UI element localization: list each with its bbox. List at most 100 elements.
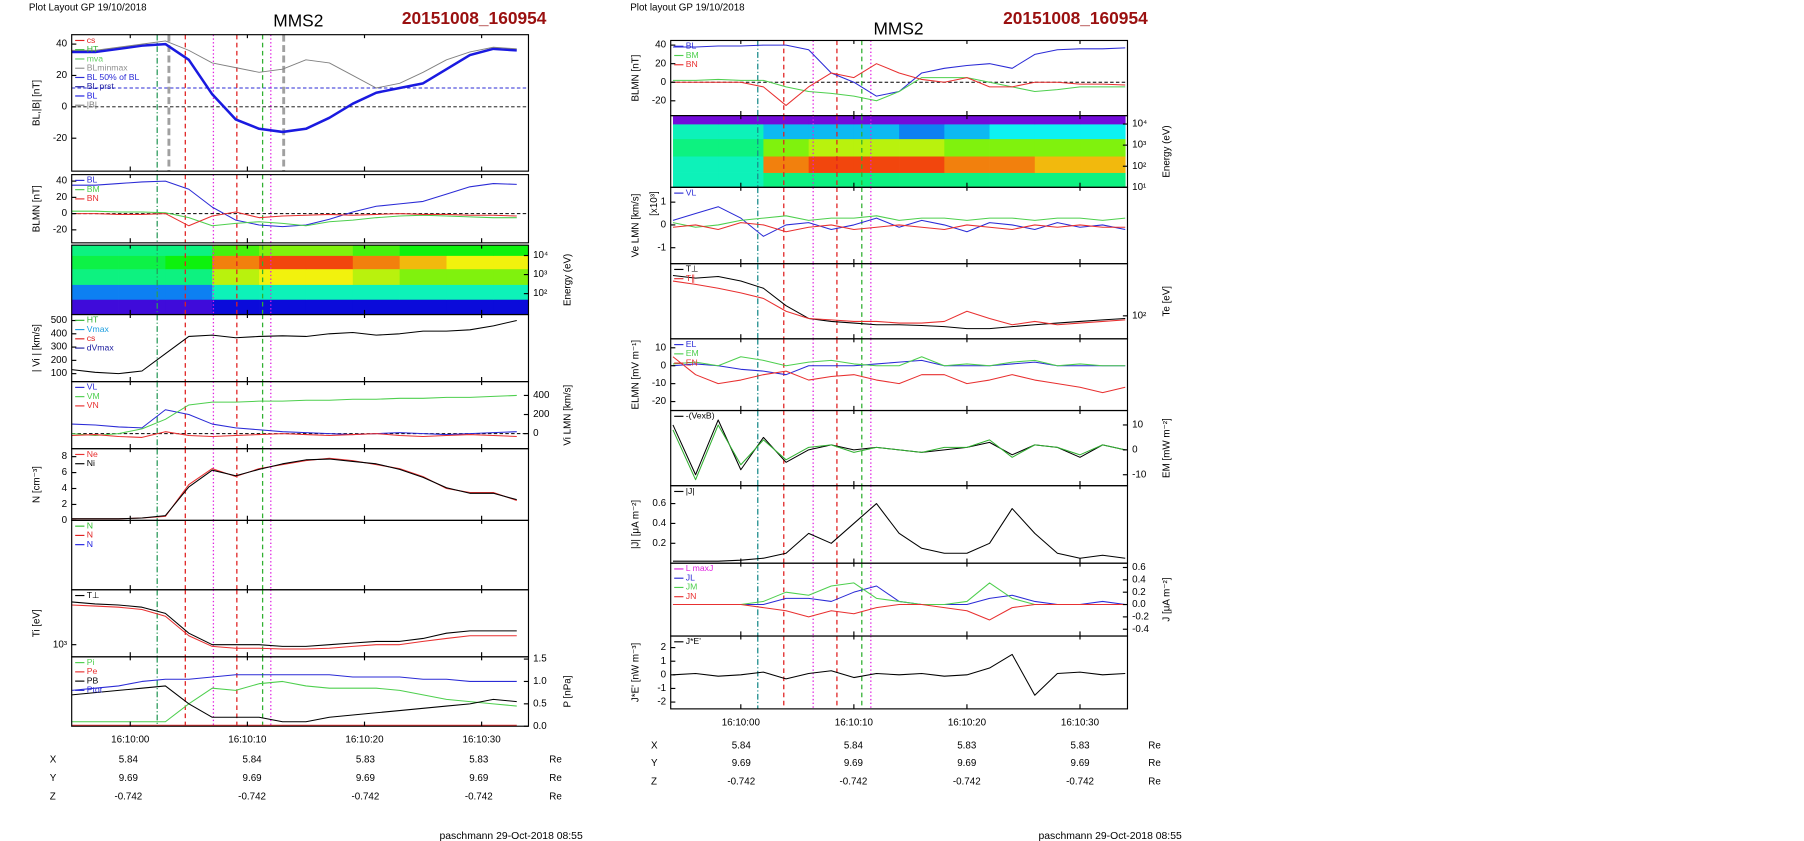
spectrogram-cell (718, 138, 764, 157)
series-line (672, 582, 1126, 606)
series-line (71, 604, 517, 650)
y-axis-label: J*E' [nW m⁻³] (631, 642, 642, 702)
spectrogram-cell (71, 268, 119, 285)
spectrogram-cell (944, 124, 990, 140)
y-tick-label: 10⁴ (533, 250, 548, 261)
layout-header: Plot Layout GP 19/10/2018 (29, 3, 147, 14)
panel-plot (672, 410, 1126, 486)
spectrogram-cell (899, 115, 945, 125)
spectrogram-cell (305, 299, 354, 315)
x-tick-label: 16:10:30 (463, 735, 502, 746)
y-tick-label: 400 (51, 328, 68, 339)
spectrogram-cell (763, 172, 809, 188)
spectrogram-cell (718, 172, 764, 188)
position-value: -0.742 (727, 776, 755, 787)
spectrogram-cell (352, 255, 400, 270)
spectrogram-cell (352, 284, 400, 300)
spectrogram-cell (763, 115, 809, 125)
plot-title: MMS2 (873, 19, 923, 39)
spectrogram-cell (212, 284, 260, 300)
series-line (672, 274, 1126, 330)
series-line (71, 674, 517, 691)
spectrogram-cell (944, 138, 990, 157)
position-unit: Re (1148, 776, 1161, 787)
position-value: 5.84 (844, 740, 864, 751)
spectrogram-cell (259, 284, 307, 300)
y-tick-label: -20 (53, 133, 68, 144)
spectrogram-cell (808, 138, 855, 157)
y-axis-label: BLMN [nT] (32, 185, 43, 232)
position-value: 9.69 (243, 773, 262, 784)
panel-plot (672, 485, 1126, 564)
panel-frame (71, 448, 530, 521)
y-axis-label: N [cm⁻³] (32, 466, 43, 503)
spectrogram-cell (165, 255, 213, 270)
position-value: -0.742 (840, 776, 868, 787)
panel-frame (670, 635, 1129, 710)
position-value: -0.742 (1066, 776, 1094, 787)
legend-label: T⊥ (686, 264, 699, 274)
legend-label: |B| (87, 100, 97, 110)
spectrogram-cell (446, 255, 494, 270)
y-axis-label: BLMN [nT] (631, 54, 642, 101)
spectrogram-cell (493, 284, 529, 300)
y-tick-label: 10⁴ (1132, 119, 1147, 130)
spectrogram-cell (212, 299, 260, 315)
spectrogram-cell (1080, 138, 1126, 157)
y-tick-label: 0.2 (1132, 587, 1146, 598)
legend-label: N (87, 539, 93, 549)
y-tick-label: 0.0 (533, 721, 547, 732)
position-label: Z (50, 791, 56, 802)
spectrogram-cell (399, 255, 447, 270)
spectrogram-cell (1034, 138, 1081, 157)
panel: -10 0 10 EM [mW m⁻²] -(VexB) (670, 409, 1172, 487)
spectrogram-cell (1080, 124, 1126, 140)
panel-frame (71, 656, 530, 727)
spectrogram-cell (305, 284, 354, 300)
panel-plot (71, 448, 517, 521)
spectrogram-cell (853, 172, 900, 188)
series-line (672, 653, 1126, 696)
spectrogram-cell (718, 156, 764, 173)
y-tick-label: -20 (53, 224, 68, 235)
y-tick-label: 0 (1132, 444, 1138, 455)
spectrogram-cell (165, 284, 213, 300)
panel-plot (71, 381, 529, 449)
series-line (672, 77, 1126, 102)
y-tick-label: 6 (62, 467, 68, 478)
spectrogram-cell (212, 255, 260, 270)
series-line (71, 180, 517, 228)
spectrogram-cell (305, 245, 354, 256)
series-line (71, 680, 517, 723)
panel: 0.2 0.4 0.6 |J| [μA m⁻²] |J| (631, 485, 1129, 564)
legend-label: dVmax (87, 342, 115, 352)
y-tick-label: 2 (62, 499, 67, 510)
y-axis-label: EM [mW m⁻²] (1161, 418, 1172, 478)
spectrogram-cell (672, 172, 719, 188)
series-line (71, 394, 517, 437)
spectrogram-cell (672, 115, 719, 125)
figure-root: Plot Layout GP 19/10/2018 MMS2 20151008_16… (29, 3, 1182, 841)
y-tick-label: -0.2 (1132, 611, 1149, 622)
legend-label: T∥ (686, 273, 696, 283)
position-value: 9.69 (844, 758, 863, 769)
panel: 10³ Ti [eV] T⊥ (32, 589, 530, 658)
position-value: 5.84 (119, 754, 139, 765)
panel-plot (672, 115, 1126, 188)
position-value: 9.69 (957, 758, 976, 769)
y-tick-label: 1 (661, 656, 666, 667)
spectrogram-cell (1080, 115, 1126, 125)
legend-label: BL (87, 175, 98, 185)
spectrogram-cell (763, 138, 809, 157)
y-tick-label: 500 (51, 315, 68, 326)
position-label: X (50, 754, 57, 765)
position-value: -0.742 (238, 791, 266, 802)
panel-plot (670, 40, 1128, 116)
position-unit: Re (549, 773, 562, 784)
panel: NNN (71, 519, 530, 591)
series-line (672, 604, 1126, 621)
legend-label: mva (87, 53, 104, 63)
